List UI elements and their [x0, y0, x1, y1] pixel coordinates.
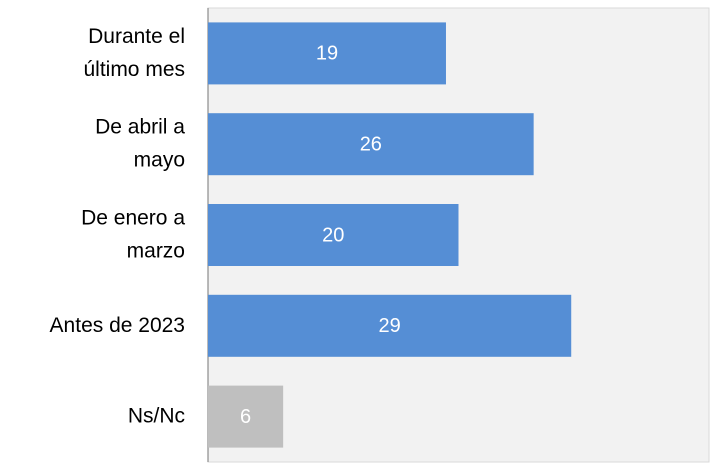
category-label: Ns/Nc [128, 404, 185, 427]
category-line: mayo [134, 148, 185, 171]
category-label: De enero a marzo [81, 206, 185, 262]
category-line: Antes de 2023 [50, 313, 185, 336]
category-line: De abril a [95, 115, 185, 138]
category-line: último mes [83, 57, 185, 80]
category-label: Durante el último mes [83, 24, 185, 80]
data-label: 19 [316, 43, 338, 65]
category-line: Ns/Nc [128, 404, 185, 427]
category-label: Antes de 2023 [50, 313, 185, 336]
category-line: marzo [127, 239, 185, 262]
data-label: 20 [322, 224, 344, 246]
category-line: Durante el [88, 24, 185, 47]
category-line: De enero a [81, 206, 185, 229]
bar [208, 294, 572, 357]
data-label: 29 [378, 315, 400, 337]
bar [208, 204, 459, 266]
data-label: 6 [240, 406, 251, 428]
bar [208, 22, 446, 85]
category-label: De abril a mayo [95, 115, 185, 171]
bar [208, 113, 534, 176]
data-label: 26 [360, 133, 382, 155]
bar [208, 385, 284, 448]
